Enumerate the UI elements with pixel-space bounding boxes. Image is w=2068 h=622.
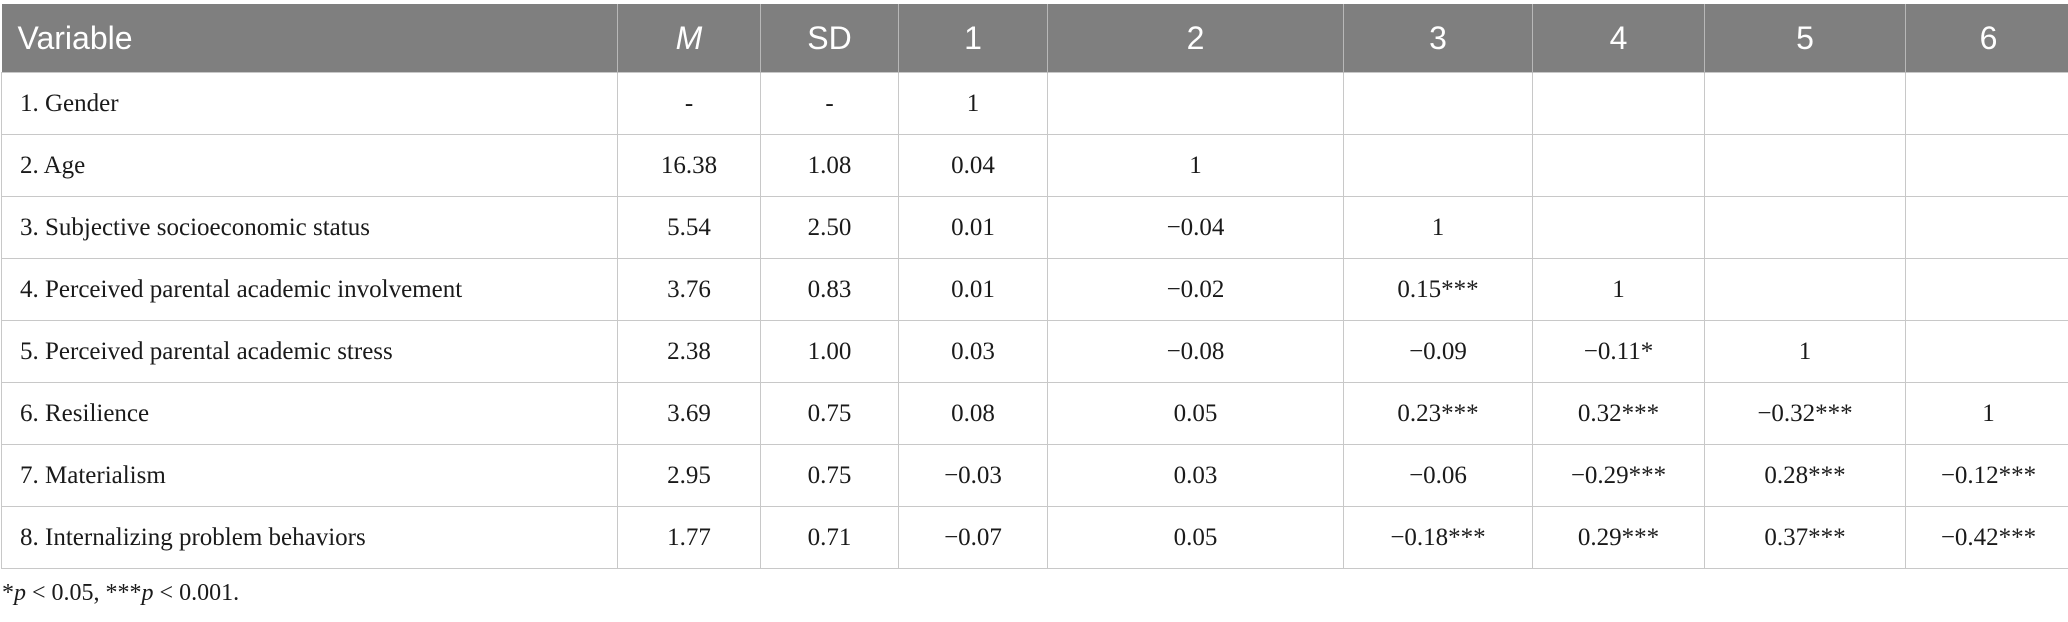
cell-r6: −0.42***	[1905, 506, 2068, 569]
cell-r1: 0.03	[898, 320, 1048, 383]
cell-r2: 0.05	[1047, 382, 1344, 445]
cell-r6	[1905, 320, 2068, 383]
header-mean: M	[617, 4, 761, 73]
footnote-star-1: *	[2, 580, 14, 606]
cell-r1: 0.01	[898, 196, 1048, 259]
cell-sd: 0.71	[760, 506, 899, 569]
cell-variable: 2. Age	[1, 134, 618, 197]
header-col-6: 6	[1905, 4, 2068, 73]
header-variable: Variable	[1, 4, 618, 73]
table-row: 5. Perceived parental academic stress 2.3…	[1, 320, 2068, 383]
cell-r2: 0.03	[1047, 444, 1344, 507]
cell-mean: -	[617, 72, 761, 135]
cell-r3: −0.18***	[1343, 506, 1533, 569]
cell-r6	[1905, 196, 2068, 259]
header-col-3: 3	[1343, 4, 1533, 73]
cell-mean: 16.38	[617, 134, 761, 197]
cell-r5: 0.28***	[1704, 444, 1906, 507]
cell-r2: −0.08	[1047, 320, 1344, 383]
cell-r5: −0.32***	[1704, 382, 1906, 445]
cell-variable: 8. Internalizing problem behaviors	[1, 506, 618, 569]
cell-variable: 4. Perceived parental academic involveme…	[1, 258, 618, 321]
cell-r4: 1	[1532, 258, 1705, 321]
table-row: 4. Perceived parental academic involveme…	[1, 258, 2068, 321]
cell-variable: 7. Materialism	[1, 444, 618, 507]
footnote-text-1: < 0.05,	[26, 580, 106, 606]
cell-r5: 0.37***	[1704, 506, 1906, 569]
cell-r6	[1905, 258, 2068, 321]
cell-r1: 1	[898, 72, 1048, 135]
cell-r4	[1532, 134, 1705, 197]
cell-sd: 1.08	[760, 134, 899, 197]
cell-r3: 0.15***	[1343, 258, 1533, 321]
cell-r2: −0.02	[1047, 258, 1344, 321]
cell-r2: 1	[1047, 134, 1344, 197]
cell-r6: 1	[1905, 382, 2068, 445]
footnote-star-3: ***	[105, 580, 142, 606]
cell-r5	[1704, 72, 1906, 135]
footnote-p-1: p	[14, 580, 26, 606]
cell-sd: 0.83	[760, 258, 899, 321]
cell-sd: 1.00	[760, 320, 899, 383]
cell-r2	[1047, 72, 1344, 135]
header-col-4: 4	[1532, 4, 1705, 73]
correlation-table: Variable M SD 1 2 3 4 5 6 7 1. Gender--1…	[1, 4, 2068, 569]
cell-r6: −0.12***	[1905, 444, 2068, 507]
cell-r5	[1704, 134, 1906, 197]
cell-mean: 5.54	[617, 196, 761, 259]
cell-variable: 5. Perceived parental academic stress	[1, 320, 618, 383]
cell-r3: −0.06	[1343, 444, 1533, 507]
cell-r2: 0.05	[1047, 506, 1344, 569]
cell-r3: 1	[1343, 196, 1533, 259]
cell-sd: 2.50	[760, 196, 899, 259]
footnote-text-2: < 0.001.	[153, 580, 240, 606]
footnote-p-2: p	[141, 580, 154, 606]
cell-r4	[1532, 72, 1705, 135]
cell-r3: 0.23***	[1343, 382, 1533, 445]
cell-r5	[1704, 258, 1906, 321]
cell-r3	[1343, 134, 1533, 197]
header-sd: SD	[760, 4, 899, 73]
cell-r4: 0.29***	[1532, 506, 1705, 569]
cell-r2: −0.04	[1047, 196, 1344, 259]
header-col-2: 2	[1047, 4, 1344, 73]
table-footnote: *p < 0.05, ***p < 0.001.	[2, 580, 239, 607]
cell-mean: 3.76	[617, 258, 761, 321]
cell-sd: 0.75	[760, 382, 899, 445]
cell-mean: 2.95	[617, 444, 761, 507]
table-row: 8. Internalizing problem behaviors 1.77 0.…	[1, 506, 2068, 569]
cell-mean: 1.77	[617, 506, 761, 569]
cell-r5	[1704, 196, 1906, 259]
cell-r3: −0.09	[1343, 320, 1533, 383]
table-row: 1. Gender - -1	[1, 72, 2068, 135]
table-header-row: Variable M SD 1 2 3 4 5 6 7	[1, 4, 2068, 73]
table-row: 2. Age 16.38 1.08 0.04 1	[1, 134, 2068, 197]
cell-r1: −0.03	[898, 444, 1048, 507]
table-row: 3. Subjective socioeconomic status 5.54 2.…	[1, 196, 2068, 259]
cell-r5: 1	[1704, 320, 1906, 383]
cell-r4: −0.11*	[1532, 320, 1705, 383]
cell-variable: 3. Subjective socioeconomic status	[1, 196, 618, 259]
cell-r1: 0.08	[898, 382, 1048, 445]
cell-variable: 6. Resilience	[1, 382, 618, 445]
cell-variable: 1. Gender	[1, 72, 618, 135]
cell-mean: 2.38	[617, 320, 761, 383]
cell-sd: 0.75	[760, 444, 899, 507]
table-row: 6. Resilience 3.69 0.75 0.08 0.05 0.23*** 0.32…	[1, 382, 2068, 445]
cell-r4: −0.29***	[1532, 444, 1705, 507]
table-row: 7. Materialism 2.95 0.75 −0.03 0.03 −0.06 −0.2…	[1, 444, 2068, 507]
cell-r1: 0.01	[898, 258, 1048, 321]
header-col-1: 1	[898, 4, 1048, 73]
header-col-5: 5	[1704, 4, 1906, 73]
cell-r1: 0.04	[898, 134, 1048, 197]
cell-r6	[1905, 72, 2068, 135]
cell-r3	[1343, 72, 1533, 135]
cell-r6	[1905, 134, 2068, 197]
cell-r4	[1532, 196, 1705, 259]
cell-mean: 3.69	[617, 382, 761, 445]
cell-r1: −0.07	[898, 506, 1048, 569]
cell-r4: 0.32***	[1532, 382, 1705, 445]
cell-sd: -	[760, 72, 899, 135]
